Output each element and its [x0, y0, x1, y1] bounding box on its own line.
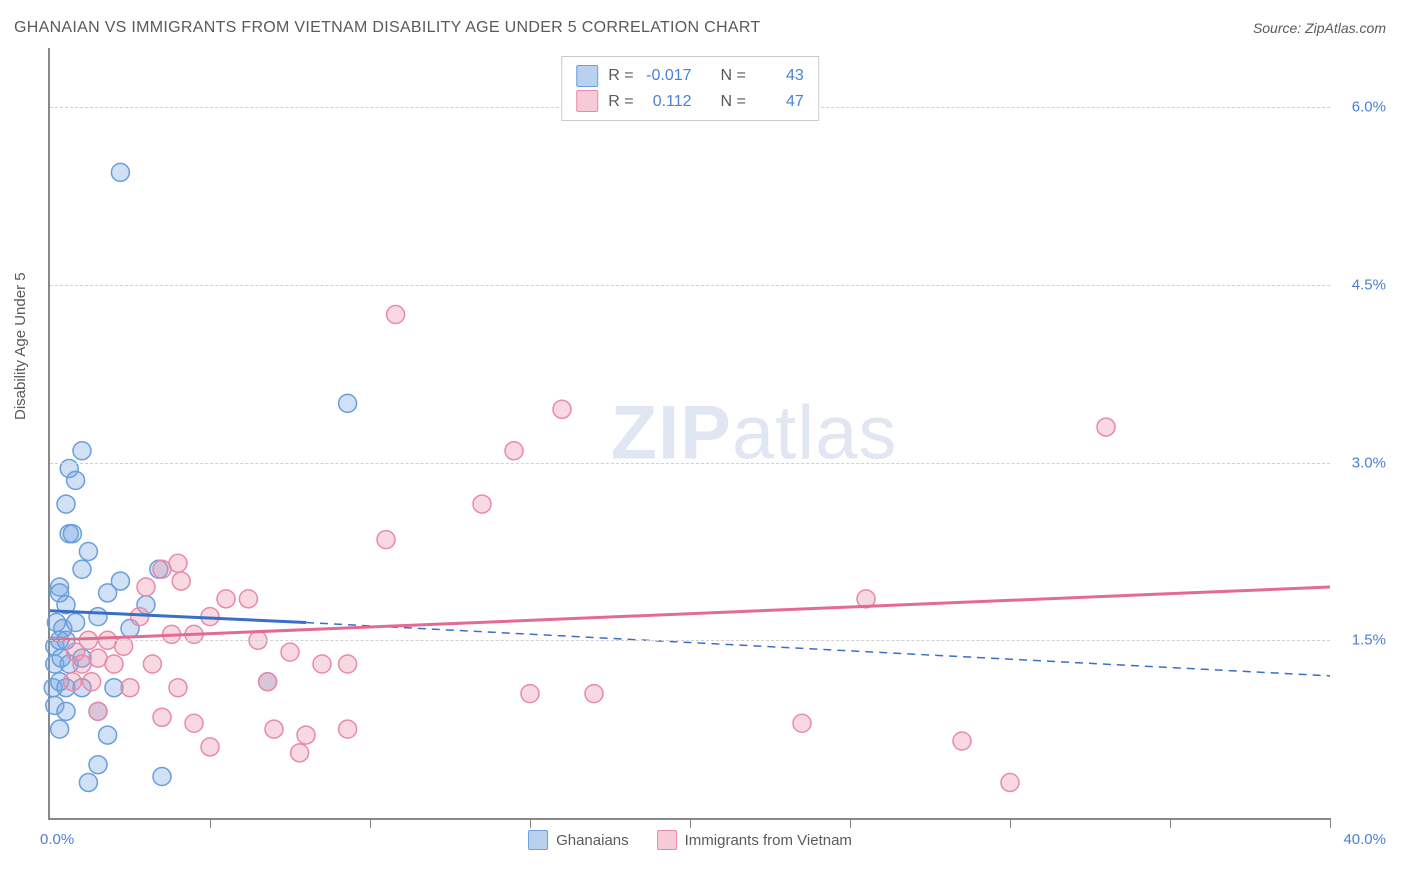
scatter-svg [50, 48, 1330, 818]
stats-legend-box: R = -0.017 N = 43 R = 0.112 N = 47 [561, 56, 819, 121]
chart-title: GHANAIAN VS IMMIGRANTS FROM VIETNAM DISA… [14, 19, 760, 37]
y-axis-label: Disability Age Under 5 [12, 272, 29, 420]
stats-row-series-0: R = -0.017 N = 43 [576, 63, 804, 89]
x-origin-label: 0.0% [40, 831, 74, 848]
stat-n-value: 47 [756, 89, 804, 115]
chart-plot-area: ZIPatlas R = -0.017 N = 43 R = 0.112 N =… [48, 48, 1330, 820]
stat-label: R = [608, 89, 633, 115]
stat-r-value: -0.017 [644, 63, 692, 89]
chart-header: GHANAIAN VS IMMIGRANTS FROM VIETNAM DISA… [0, 0, 1406, 48]
stat-label: N = [720, 63, 745, 89]
legend-label: Immigrants from Vietnam [685, 832, 852, 849]
swatch-series-1 [657, 830, 677, 850]
swatch-series-1 [576, 90, 598, 112]
y-tick-label: 3.0% [1352, 454, 1386, 471]
stat-n-value: 43 [756, 63, 804, 89]
stat-label: N = [720, 89, 745, 115]
stat-r-value: 0.112 [644, 89, 692, 115]
source-attribution: Source: ZipAtlas.com [1253, 20, 1386, 36]
y-tick-label: 1.5% [1352, 632, 1386, 649]
stats-row-series-1: R = 0.112 N = 47 [576, 89, 804, 115]
y-tick-label: 4.5% [1352, 276, 1386, 293]
y-tick-label: 6.0% [1352, 99, 1386, 116]
legend-item-series-0: Ghanaians [528, 830, 629, 850]
swatch-series-0 [576, 65, 598, 87]
stat-label: R = [608, 63, 633, 89]
x-max-label: 40.0% [1343, 831, 1386, 848]
legend-item-series-1: Immigrants from Vietnam [657, 830, 852, 850]
swatch-series-0 [528, 830, 548, 850]
legend-label: Ghanaians [556, 832, 629, 849]
legend-bottom: Ghanaians Immigrants from Vietnam [528, 830, 852, 850]
